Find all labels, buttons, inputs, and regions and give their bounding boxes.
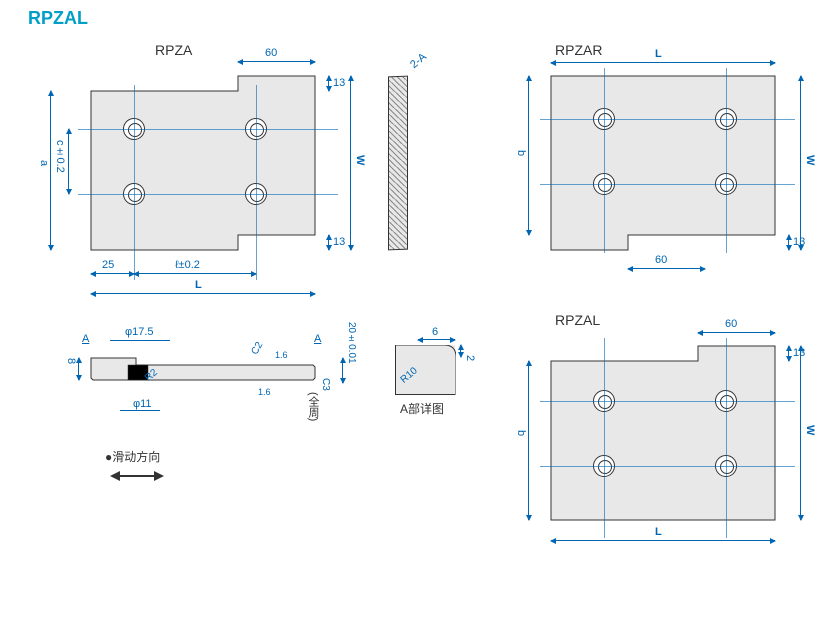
side-surf2: 1.6 <box>258 387 271 397</box>
edge-label: 2-A <box>408 51 429 71</box>
side-note: (全周) <box>305 392 321 421</box>
rpzal-dim-13 <box>788 346 789 361</box>
rpzal-plate <box>548 343 778 523</box>
side-a2: A <box>314 333 321 345</box>
detail-6: 6 <box>432 326 438 338</box>
rpza-dim-a <box>50 91 51 250</box>
rpzar-label: RPZAR <box>555 42 602 58</box>
rpza-cl-v1 <box>134 85 135 280</box>
rpzar-dim-13 <box>788 235 789 250</box>
rpza-label: RPZA <box>155 42 192 58</box>
rpza-dim-L <box>91 293 315 294</box>
rpza-dim-13b-label: 13 <box>333 236 345 248</box>
rpzal-dim-W <box>800 346 801 520</box>
rpza-dim-a-label: a <box>38 160 50 166</box>
rpza-dim-60 <box>238 61 315 62</box>
rpza-plate <box>88 73 318 253</box>
rpzal-dim-60 <box>698 332 775 333</box>
rpza-dim-W-label: W <box>354 155 366 165</box>
side-8-line <box>78 358 79 380</box>
main-title: RPZAL <box>28 8 88 29</box>
side-c3: C3 <box>320 378 331 391</box>
rpza-dim-25-label: 25 <box>102 259 114 271</box>
detail-a <box>395 345 455 395</box>
rpza-dim-13b <box>328 235 329 250</box>
rpza-dim-c-label: c±0.2 <box>54 140 66 173</box>
rpzal-cl-v1 <box>604 338 605 538</box>
side-phi2-line <box>120 410 160 411</box>
rpzal-dim-b-label: b <box>515 430 527 436</box>
side-20: 20±0.01 <box>346 322 357 364</box>
rpza-dim-l-label: ℓ±0.2 <box>175 259 200 271</box>
rpza-dim-13t <box>328 76 329 91</box>
rpzar-dim-b-label: b <box>515 150 527 156</box>
edge-view <box>388 76 408 251</box>
rpzar-cl-h1 <box>540 119 795 120</box>
rpzal-cl-h2 <box>540 466 795 467</box>
rpza-cl-v2 <box>256 85 257 280</box>
rpzal-cl-v2 <box>726 338 727 538</box>
rpzal-label: RPZAL <box>555 312 600 328</box>
rpzal-cl-h1 <box>540 401 795 402</box>
rpzar-dim-13-label: 13 <box>793 236 805 248</box>
rpzal-dim-L-label: L <box>655 526 662 538</box>
rpzal-dim-L <box>551 540 775 541</box>
rpza-cl-h2 <box>78 194 338 195</box>
rpzar-cl-h2 <box>540 184 795 185</box>
side-20-line <box>342 358 343 383</box>
detail-2: 2 <box>464 355 476 361</box>
rpza-dim-c <box>68 129 69 194</box>
rpzar-dim-60-label: 60 <box>655 254 667 266</box>
rpza-dim-13t-label: 13 <box>333 77 345 89</box>
detail-2-line <box>460 345 461 357</box>
slide-label: ●滑动方向 <box>105 448 160 465</box>
rpzar-cl-v2 <box>726 68 727 253</box>
rpza-dim-L-label: L <box>195 279 202 291</box>
rpzar-dim-L <box>551 62 775 63</box>
rpza-dim-25 <box>91 273 134 274</box>
slide-arrow-icon <box>112 475 162 477</box>
rpza-cl-h1 <box>78 129 338 130</box>
rpza-dim-l <box>134 273 256 274</box>
rpzar-dim-L-label: L <box>655 48 662 60</box>
rpzal-dim-b <box>528 361 529 520</box>
side-a1: A <box>82 333 89 345</box>
detail-label: A部详图 <box>400 400 444 417</box>
side-phi1-line <box>110 340 170 341</box>
rpzar-dim-b <box>528 76 529 235</box>
side-phi1: φ17.5 <box>125 326 154 338</box>
detail-6-line <box>418 339 455 340</box>
rpzar-plate <box>548 73 778 253</box>
rpzal-dim-60-label: 60 <box>725 318 737 330</box>
side-surf1: 1.6 <box>275 350 288 360</box>
rpza-dim-W <box>350 76 351 250</box>
rpzar-dim-60 <box>628 268 705 269</box>
side-phi2: φ11 <box>133 398 152 410</box>
rpza-dim-60-label: 60 <box>265 47 277 59</box>
rpzal-dim-W-label: W <box>804 425 816 435</box>
rpzar-cl-v1 <box>604 68 605 253</box>
rpzar-dim-W <box>800 76 801 250</box>
rpzar-dim-W-label: W <box>804 155 816 165</box>
